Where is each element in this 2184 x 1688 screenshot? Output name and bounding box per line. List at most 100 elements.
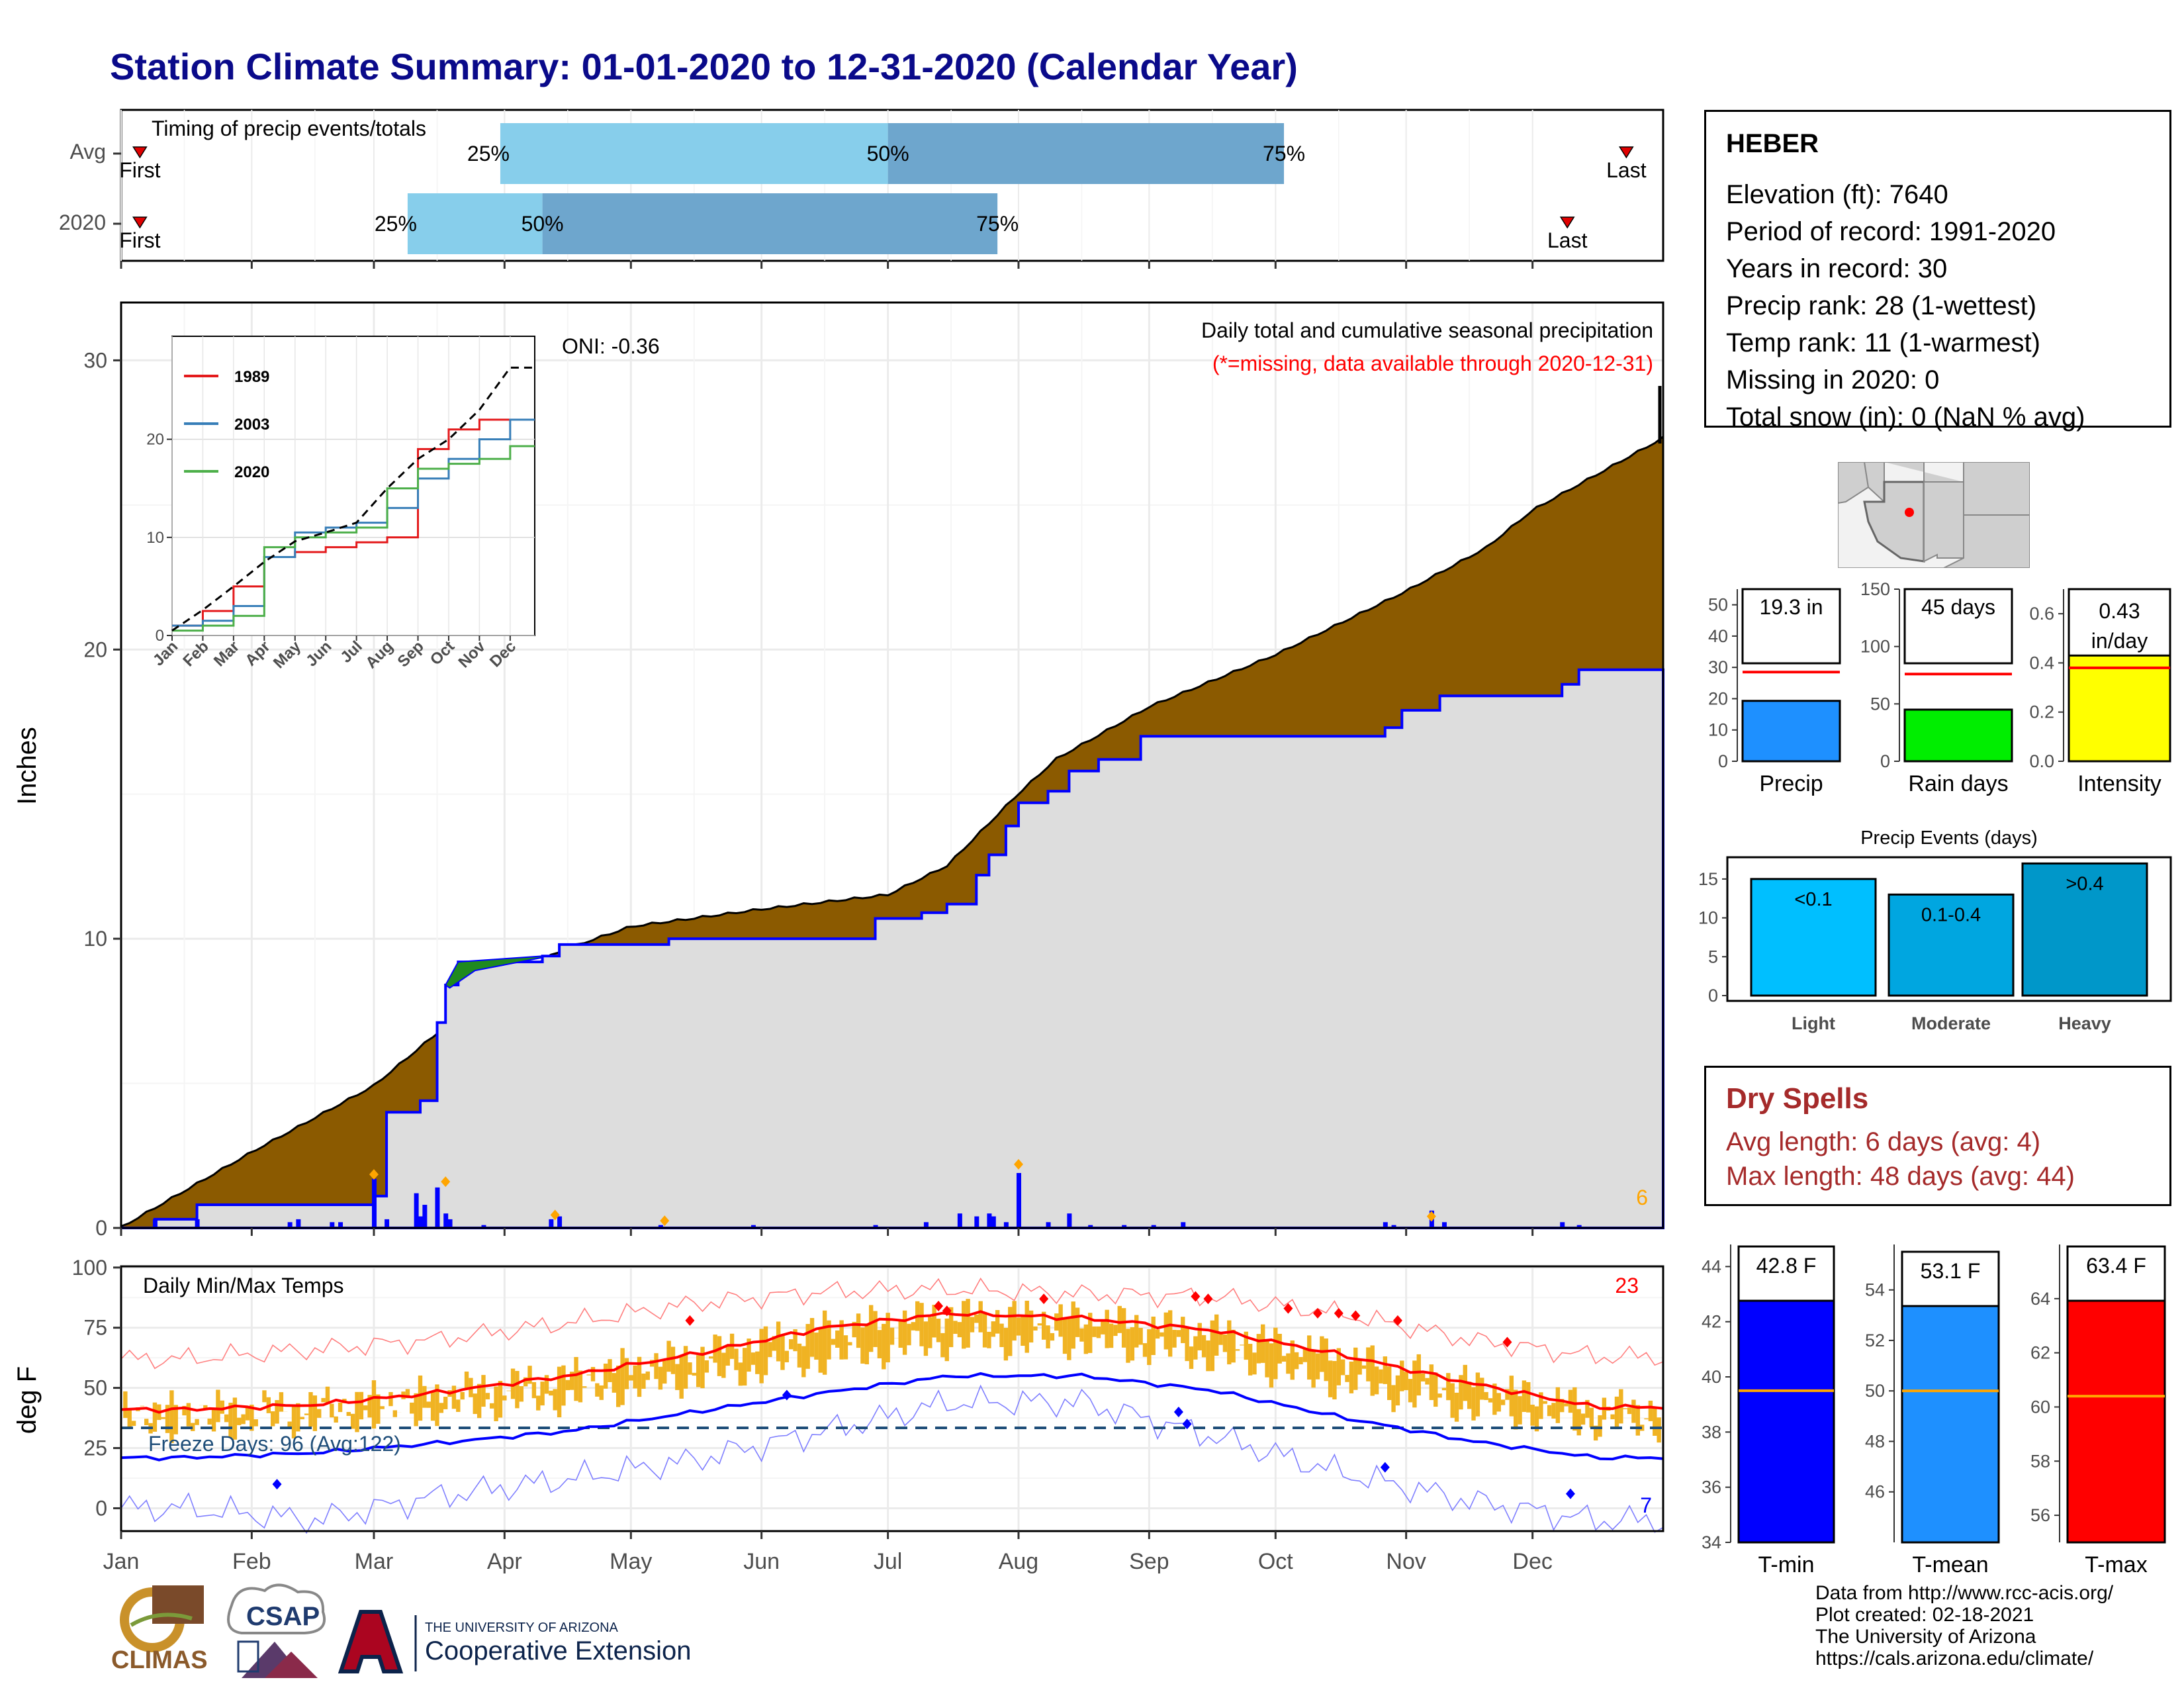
station-missing: Missing in 2020: 0 — [1726, 365, 1940, 395]
daily-temp-bar — [330, 1403, 334, 1418]
events-tick-label: 10 — [1698, 908, 1718, 928]
daily-temp-bar — [620, 1348, 625, 1405]
daily-temp-bar — [1500, 1399, 1506, 1405]
daily-temp-bar — [1101, 1321, 1105, 1335]
summary-tick-label: 150 — [1860, 579, 1890, 599]
daily-temp-bar — [940, 1333, 945, 1358]
daily-temp-bar — [1446, 1373, 1451, 1401]
summary-bar — [2068, 654, 2171, 763]
daily-precip-bar — [557, 1216, 563, 1228]
daily-temp-bar — [1105, 1309, 1109, 1348]
daily-temp-bar — [334, 1416, 338, 1423]
daily-precip-bar — [385, 1219, 390, 1228]
daily-temp-bar — [603, 1363, 608, 1389]
summary-value-box — [2068, 588, 2171, 665]
daily-temp-bar — [1054, 1313, 1059, 1331]
daily-temp-bar — [1400, 1360, 1404, 1391]
daily-temp-bar — [1328, 1360, 1333, 1397]
daily-temp-bar — [1614, 1396, 1619, 1430]
events-category-label: Heavy — [2058, 1013, 2111, 1033]
events-bar-label: >0.4 — [2066, 873, 2103, 894]
summary-tick-label: 0.6 — [2029, 604, 2054, 624]
daily-temp-bar — [1113, 1325, 1118, 1336]
daily-temp-bar — [536, 1395, 541, 1411]
inset-legend-label: 2003 — [234, 416, 269, 434]
events-bar — [2021, 862, 2148, 997]
daily-temp-bar — [1286, 1353, 1291, 1374]
nevada-shape — [1863, 462, 1885, 504]
daily-temp-bar — [725, 1346, 730, 1366]
daily-temp-bar — [1416, 1354, 1421, 1396]
climas-logo: CLIMAS — [111, 1585, 208, 1674]
daily-temp-bar — [1454, 1392, 1459, 1422]
daily-temp-bar — [801, 1346, 806, 1378]
daily-temp-bar — [296, 1403, 300, 1432]
timing-p25-label: 25% — [375, 212, 417, 236]
locator-map — [1838, 462, 2030, 568]
daily-temp-bar — [789, 1339, 794, 1350]
heavy-precip-marker — [1426, 1211, 1436, 1222]
daily-precip-bar — [1046, 1222, 1051, 1228]
daily-temp-bar — [140, 1405, 145, 1407]
daily-temp-bar — [1083, 1324, 1089, 1354]
daily-precip-bar — [481, 1225, 486, 1228]
daily-temp-bar — [717, 1336, 722, 1376]
daily-precip-bar — [435, 1187, 440, 1228]
daily-temp-bar — [1315, 1353, 1320, 1380]
average-min-line — [120, 1372, 1664, 1462]
daily-temp-bar — [1404, 1372, 1408, 1391]
daily-precip-bar — [549, 1219, 554, 1228]
station-temp-rank: Temp rank: 11 (1-warmest) — [1726, 328, 2040, 357]
daily-temp-bar — [805, 1324, 810, 1369]
daily-temp-bar — [1121, 1308, 1126, 1348]
temp-panel-frame — [120, 1265, 1664, 1532]
daily-temp-bar — [477, 1383, 482, 1419]
events-chart-title: Precip Events (days) — [1860, 827, 2038, 849]
record-low-marker — [1565, 1488, 1575, 1499]
daily-temp-bar — [245, 1406, 250, 1421]
month-tick-label: Oct — [1258, 1549, 1293, 1574]
summary-tick-label: 50 — [1870, 694, 1890, 714]
month-tick-label: Sep — [1129, 1549, 1169, 1574]
daily-temp-bar — [380, 1406, 385, 1409]
record-high-marker — [1283, 1303, 1293, 1314]
daily-temp-bar — [1218, 1333, 1223, 1345]
daily-temp-bar — [1383, 1356, 1388, 1384]
daily-temp-bar — [165, 1405, 170, 1433]
daily-precip-bar — [991, 1216, 996, 1228]
daily-temp-bar — [658, 1366, 663, 1390]
daily-temp-bar — [338, 1402, 343, 1413]
record-high-marker — [934, 1301, 944, 1311]
daily-temp-bar — [856, 1313, 861, 1348]
temp-summary-tick-label: 52 — [1865, 1331, 1885, 1350]
daily-temp-bar — [902, 1310, 907, 1355]
daily-temp-bar — [1214, 1314, 1219, 1356]
daily-temp-bar — [350, 1413, 355, 1429]
events-bar-label: <0.1 — [1794, 889, 1832, 910]
month-x-axis: Jan Feb Mar Apr May Jun Jul Aug Sep Oct Nov Dec — [103, 1228, 1553, 1574]
daily-temp-bar — [860, 1327, 865, 1364]
daily-temp-bar — [426, 1401, 431, 1408]
daily-temp-bar — [982, 1313, 987, 1348]
daily-temp-bar — [1345, 1375, 1349, 1382]
daily-temp-bar — [346, 1412, 351, 1416]
daily-temp-bar — [1307, 1335, 1312, 1380]
daily-temp-bar — [498, 1381, 503, 1418]
daily-precip-bar — [371, 1178, 377, 1228]
missing-note: (*=missing, data available through 2020-… — [1212, 352, 1653, 375]
daily-temp-bar — [1551, 1403, 1556, 1419]
month-tick-label: Aug — [999, 1549, 1039, 1574]
daily-temp-bar — [527, 1366, 532, 1384]
temp-summary-bar — [1901, 1305, 2000, 1544]
daily-temp-bar — [763, 1326, 768, 1376]
precip-y-tick-label: 20 — [83, 637, 107, 661]
daily-precip-bars — [152, 1172, 1582, 1228]
daily-temp-bar — [919, 1303, 924, 1346]
daily-temp-bar — [220, 1400, 224, 1414]
footer-line: Plot created: 02-18-2021 — [1815, 1604, 2034, 1626]
daily-temp-bar — [953, 1321, 958, 1335]
daily-temp-bar — [414, 1393, 418, 1427]
daily-temp-bar — [612, 1373, 617, 1393]
daily-temp-bar — [1492, 1383, 1497, 1415]
